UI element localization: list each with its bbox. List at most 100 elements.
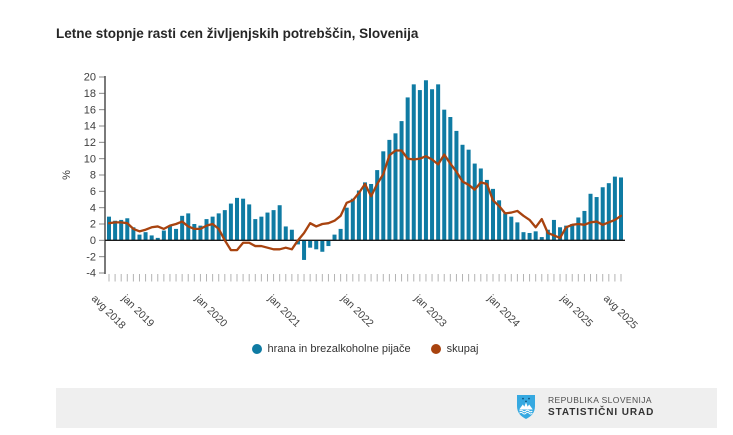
bar [533,231,538,241]
bar [600,187,605,241]
bar [125,218,130,241]
bar [174,228,179,241]
bar [606,183,611,241]
bar [393,133,398,241]
svg-text:10: 10 [84,153,96,165]
bar [564,225,569,241]
footer-office-label: STATISTIČNI URAD [548,407,655,419]
svg-text:0: 0 [90,235,96,247]
bar [509,216,514,241]
bar [137,234,142,241]
bar [119,219,124,241]
bar [235,197,239,241]
bar [588,193,593,241]
bar [454,130,459,241]
bar [204,219,209,241]
svg-text:jan 2022: jan 2022 [338,292,376,330]
bar [478,168,483,241]
svg-text:14: 14 [84,121,96,133]
bars-series-food [107,80,623,260]
bar [381,151,386,241]
bar [131,227,136,241]
bar [283,226,288,241]
axes [104,76,625,274]
bar [527,232,532,241]
footer-band: REPUBLIKA SLOVENIJA STATISTIČNI URAD [56,388,717,428]
total-line-series [107,149,623,252]
legend-label-total: skupaj [446,343,479,355]
svg-text:2: 2 [90,219,96,231]
bar [247,204,252,241]
bar [375,170,380,241]
svg-text:20: 20 [84,72,96,84]
svg-text:jan 2023: jan 2023 [411,292,449,330]
bar [356,190,361,241]
bar [460,144,465,241]
bar [302,240,307,260]
bar [350,198,355,241]
bar [338,228,343,241]
legend-label-food: hrana in brezalkoholne pijače [267,343,411,355]
bar [515,222,520,241]
bar [558,227,563,241]
svg-text:12: 12 [84,137,96,149]
bar [594,197,599,241]
chart-title: Letne stopnje rasti cen življenjskih pot… [56,26,419,41]
bar [417,90,422,241]
bar [491,188,495,241]
bar [228,203,233,241]
legend-item-food[interactable]: hrana in brezalkoholne pijače [251,343,411,355]
bar [149,235,154,241]
svg-text:18: 18 [84,88,96,100]
bar [180,215,185,241]
bar [326,240,331,247]
bar [442,109,447,241]
bar [107,216,111,241]
slovenia-coat-of-arms-icon [517,395,535,419]
bar [308,240,313,248]
footer-text: REPUBLIKA SLOVENIJA STATISTIČNI URAD [548,395,654,419]
bar [271,210,276,241]
bar [619,177,623,241]
bar [369,183,374,241]
bar [448,117,453,241]
bar [332,234,337,241]
bar [167,225,172,241]
bar [222,210,227,241]
svg-text:jan 2025: jan 2025 [558,292,596,330]
bar [210,216,215,241]
bar [497,200,502,241]
svg-text:-4: -4 [86,268,96,280]
svg-text:avg 2025: avg 2025 [601,293,640,332]
legend-item-total[interactable]: skupaj [430,343,479,355]
bar [265,212,270,241]
bar [387,139,392,241]
bar [363,182,367,241]
bar [143,232,148,241]
svg-text:6: 6 [90,186,96,198]
bar [466,149,471,241]
statistical-office-logo: REPUBLIKA SLOVENIJA STATISTIČNI URAD [516,393,654,421]
bar [472,163,477,241]
legend-dot-icon [430,344,441,354]
bar [253,219,258,241]
bar [411,84,416,241]
svg-text:8: 8 [90,170,96,182]
bar [570,224,575,241]
bar [198,225,203,241]
svg-text:16: 16 [84,104,96,116]
svg-text:-2: -2 [86,251,96,263]
bar [113,220,118,241]
y-axis-title: % [61,170,73,180]
bar [503,213,508,241]
bar [320,240,325,252]
bar [399,121,404,241]
bar [484,179,489,241]
bar [539,237,544,241]
bar [423,80,428,241]
bar [161,230,166,241]
bar [216,213,221,241]
